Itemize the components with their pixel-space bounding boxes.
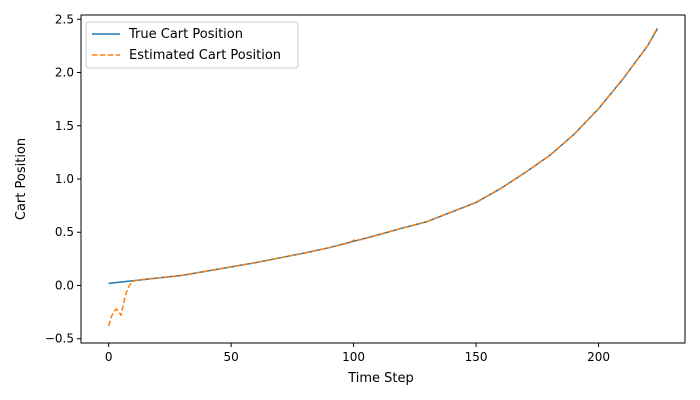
legend-box	[85, 21, 299, 69]
legend: True Cart Position Estimated Cart Positi…	[85, 21, 299, 69]
y-tick-label: −0.5	[45, 332, 74, 346]
x-axis-label: Time Step	[347, 371, 414, 386]
x-tick-label: 200	[587, 350, 610, 364]
y-tick-label: 0.5	[55, 225, 74, 239]
legend-label-true-position: True Cart Position	[128, 27, 243, 42]
plot-area	[107, 27, 658, 327]
y-axis-label: Cart Position	[14, 138, 29, 220]
x-tick-label: 150	[465, 350, 488, 364]
x-tick-label: 0	[105, 350, 113, 364]
x-tick-label: 100	[342, 350, 365, 364]
series-line-estimated-position	[107, 27, 658, 327]
axis-ticks: 0 50 100 150 200 −0.5 0.0 0.5 1.0 1.5 2.0 2.5	[45, 12, 610, 364]
legend-label-estimated-position: Estimated Cart Position	[129, 48, 281, 63]
y-tick-label: 0.0	[55, 278, 74, 292]
y-tick-label: 1.0	[55, 172, 74, 186]
y-tick-label: 2.5	[55, 12, 74, 26]
y-tick-label: 1.5	[55, 119, 74, 133]
y-tick-label: 2.0	[55, 66, 74, 80]
x-tick-label: 50	[224, 350, 239, 364]
